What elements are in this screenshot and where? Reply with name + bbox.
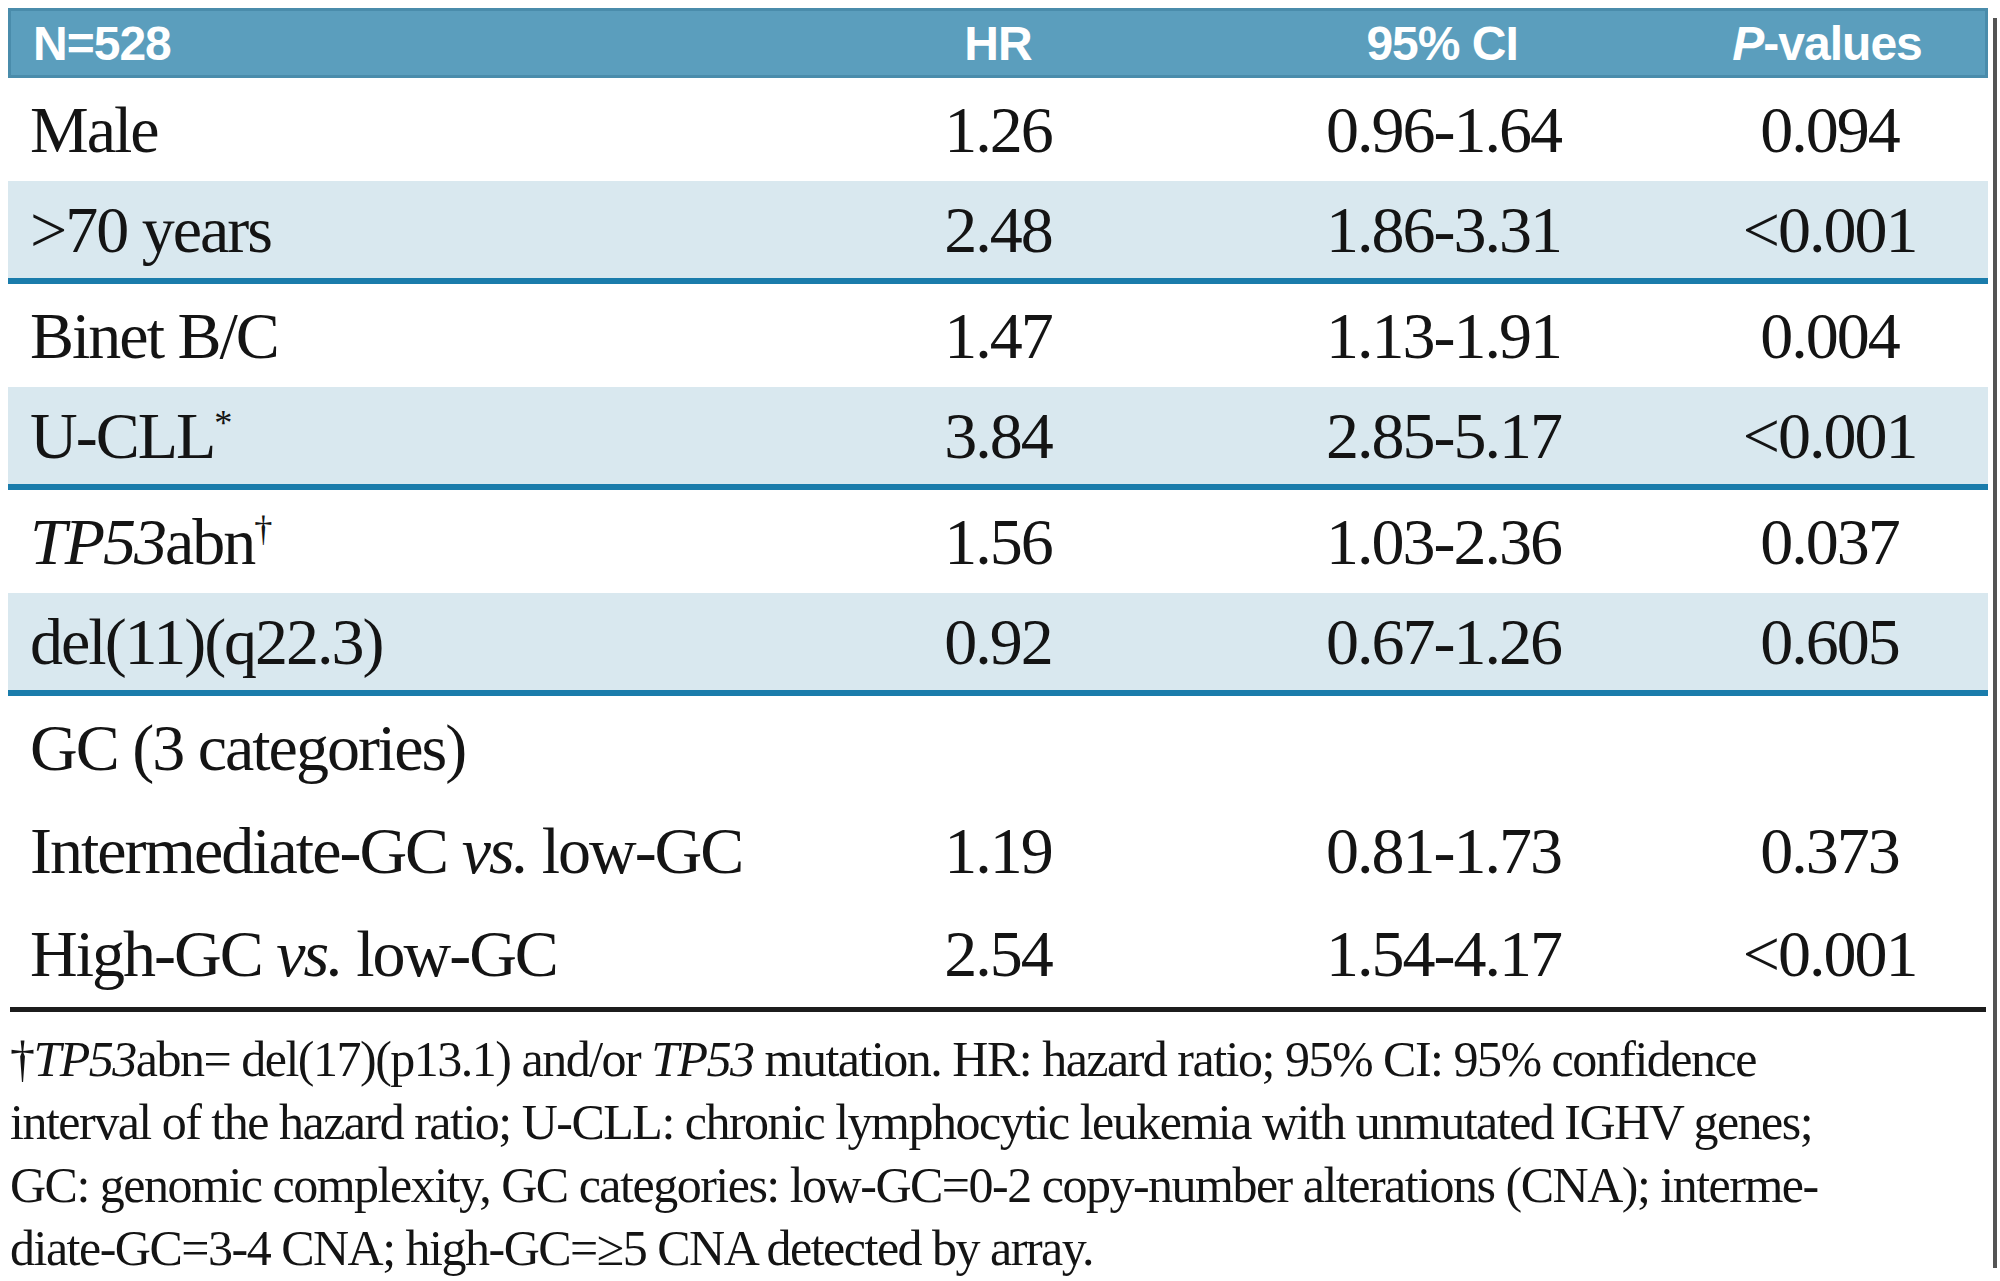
hr-cell: 1.56: [780, 504, 1216, 580]
table-row: Binet B/C1.471.13-1.910.004: [8, 284, 1988, 387]
hr-cell: 1.26: [780, 92, 1216, 168]
footnote-line: diate-GC=3-4 CNA; high-GC=≥5 CNA detecte…: [10, 1217, 1986, 1280]
table-row: del(11)(q22.3)0.920.67-1.260.605: [8, 593, 1988, 696]
row-label: High-GC vs. low-GC: [8, 916, 780, 992]
hr-cell: 2.48: [780, 192, 1216, 268]
footnote-line: interval of the hazard ratio; U-CLL: chr…: [10, 1091, 1986, 1154]
p-value-cell: 0.037: [1671, 504, 1988, 580]
footnote-line: GC: genomic complexity, GC categories: l…: [10, 1154, 1986, 1217]
footnote: †TP53abn= del(17)(p13.1) and/or TP53 mut…: [10, 1028, 1986, 1280]
row-label: del(11)(q22.3): [8, 604, 780, 680]
ci-cell: 0.96-1.64: [1216, 92, 1671, 168]
table-body: Male1.260.96-1.640.094>70 years2.481.86-…: [8, 78, 1988, 1005]
header-hr: HR: [781, 16, 1215, 71]
hr-cell: 2.54: [780, 916, 1216, 992]
table-row: Intermediate-GC vs. low-GC1.190.81-1.730…: [8, 799, 1988, 902]
ci-cell: 0.67-1.26: [1216, 604, 1671, 680]
scan-edge-line: [1993, 18, 1997, 1268]
table-row: GC (3 categories): [8, 696, 1988, 799]
ci-cell: 0.81-1.73: [1216, 813, 1671, 889]
row-label: TP53abn†: [8, 504, 780, 580]
ci-cell: 2.85-5.17: [1216, 398, 1671, 474]
ci-cell: 1.03-2.36: [1216, 504, 1671, 580]
p-value-cell: <0.001: [1671, 398, 1988, 474]
footnote-divider-rule: [10, 1007, 1986, 1012]
row-label: GC (3 categories): [8, 710, 780, 786]
table-row: High-GC vs. low-GC2.541.54-4.17<0.001: [8, 902, 1988, 1005]
hr-cell: 0.92: [780, 604, 1216, 680]
ci-cell: 1.54-4.17: [1216, 916, 1671, 992]
table-row: TP53abn†1.561.03-2.360.037: [8, 490, 1988, 593]
header-n528: N=528: [11, 16, 781, 71]
hr-cell: 1.19: [780, 813, 1216, 889]
table-figure: N=528 HR 95% CI P-values Male1.260.96-1.…: [0, 0, 2000, 1281]
row-label: Intermediate-GC vs. low-GC: [8, 813, 780, 889]
row-label: Binet B/C: [8, 298, 780, 374]
header-95ci: 95% CI: [1215, 16, 1669, 71]
table-row: Male1.260.96-1.640.094: [8, 78, 1988, 181]
p-value-cell: <0.001: [1671, 192, 1988, 268]
table-header-row: N=528 HR 95% CI P-values: [8, 8, 1988, 78]
table-row: U-CLL*3.842.85-5.17<0.001: [8, 387, 1988, 490]
p-value-cell: 0.605: [1671, 604, 1988, 680]
p-value-cell: 0.004: [1671, 298, 1988, 374]
row-label: >70 years: [8, 192, 780, 268]
header-pvalues: P-values: [1669, 16, 1985, 71]
p-value-cell: 0.373: [1671, 813, 1988, 889]
ci-cell: 1.86-3.31: [1216, 192, 1671, 268]
row-label: U-CLL*: [8, 398, 780, 474]
hr-cell: 1.47: [780, 298, 1216, 374]
row-label: Male: [8, 92, 780, 168]
p-value-cell: 0.094: [1671, 92, 1988, 168]
table-row: >70 years2.481.86-3.31<0.001: [8, 181, 1988, 284]
footnote-line: †TP53abn= del(17)(p13.1) and/or TP53 mut…: [10, 1028, 1986, 1091]
hr-cell: 3.84: [780, 398, 1216, 474]
ci-cell: 1.13-1.91: [1216, 298, 1671, 374]
p-value-cell: <0.001: [1671, 916, 1988, 992]
